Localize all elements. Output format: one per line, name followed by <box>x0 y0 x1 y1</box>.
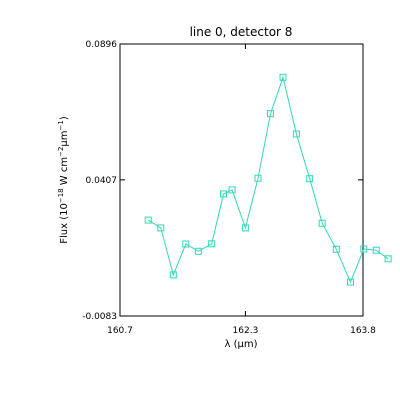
data-point <box>169 271 177 279</box>
data-point <box>372 246 380 254</box>
y-axis-label-exp1: −18 <box>57 188 65 203</box>
y-tick-label: 0.0896 <box>86 40 118 50</box>
y-axis-label-prefix: Flux (10 <box>59 203 70 244</box>
data-point <box>157 224 165 232</box>
data-point <box>332 245 340 253</box>
data-point <box>347 278 354 286</box>
data-point <box>254 174 262 182</box>
x-tick-label: 160.7 <box>107 326 133 336</box>
series-layer <box>144 73 392 286</box>
data-point <box>144 216 152 224</box>
data-point <box>267 110 274 118</box>
series-line <box>147 75 389 284</box>
data-point <box>208 240 216 248</box>
data-point <box>228 186 236 194</box>
data-point <box>292 130 300 138</box>
data-point <box>279 73 287 81</box>
y-tick-label: 0.0407 <box>86 176 118 186</box>
y-axis-label-exp2: −2 <box>57 147 65 157</box>
chart-title: line 0, detector 8 <box>190 25 293 39</box>
plot-area <box>119 43 364 317</box>
y-axis-label-unit: μm <box>59 130 70 146</box>
y-axis-label-exp3: −1 <box>57 120 65 130</box>
x-axis-label: λ (μm) <box>224 339 257 350</box>
y-tick-label: -0.0083 <box>82 312 117 322</box>
y-axis-label-mid: W cm <box>59 157 70 188</box>
data-point <box>306 175 314 183</box>
plot-frame <box>119 43 364 317</box>
y-axis-label: Flux (10−18 W cm−2μm−1) <box>57 116 70 244</box>
y-axis-label-suffix: ) <box>59 116 70 120</box>
data-point <box>220 190 227 198</box>
data-point <box>194 247 202 255</box>
data-point <box>384 255 392 263</box>
data-point <box>241 224 249 232</box>
data-point <box>318 219 326 227</box>
y-axis-ticks: -0.0083 0.0407 0.0896 <box>82 40 363 322</box>
data-point <box>182 240 190 248</box>
x-tick-label: 163.8 <box>350 326 376 336</box>
x-tick-label: 162.3 <box>233 326 259 336</box>
x-axis-ticks: 160.7 162.3 163.8 <box>107 44 376 336</box>
data-point <box>360 245 368 253</box>
